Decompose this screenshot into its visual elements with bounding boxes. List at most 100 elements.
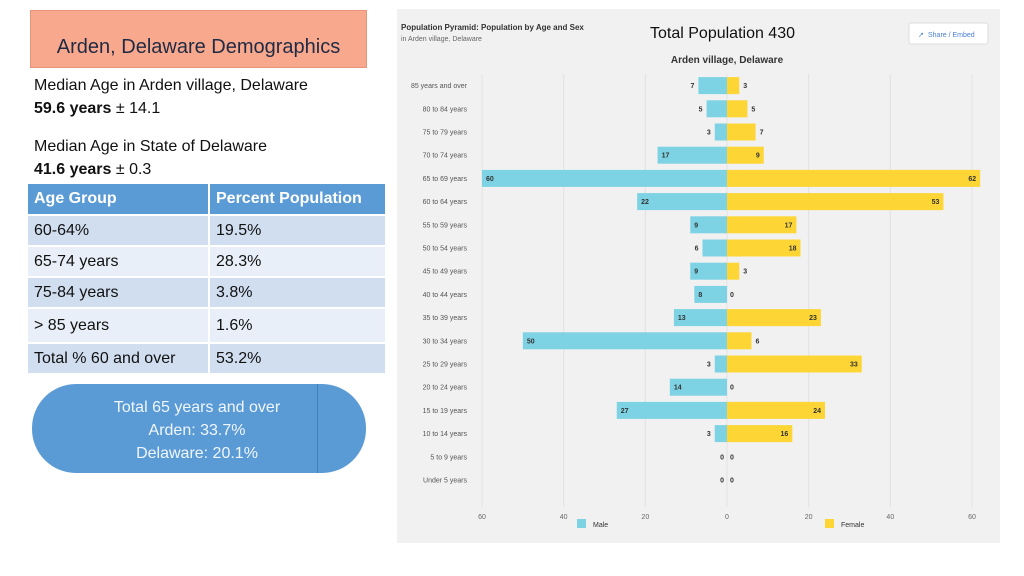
male-data-label: 22 [641,199,649,206]
y-category-label: 35 to 39 years [423,315,468,322]
female-bar [727,169,981,187]
y-category-label: 80 to 84 years [423,106,468,113]
male-data-label: 3 [707,130,711,137]
female-data-label: 0 [730,385,734,392]
female-data-label: 16 [781,431,789,438]
male-data-label: 5 [699,106,703,113]
male-data-label: 14 [674,385,682,392]
y-category-label: 45 to 49 years [423,269,468,276]
median-local-label: Median Age in Arden village, Delaware [34,77,308,94]
table-row: 65-74 years 28.3% [28,245,387,277]
male-data-label: 8 [698,292,702,299]
median-age-state: Median Age in State of Delaware 41.6 yea… [34,135,267,181]
female-data-label: 3 [743,269,747,276]
female-data-label: 9 [756,153,760,160]
female-data-label: 17 [785,222,793,229]
legend-label-male: Male [593,522,608,529]
x-tick-label: 20 [805,514,813,521]
table-row: 75-84 years 3.8% [28,276,387,308]
cell-percent: 28.3% [209,245,387,277]
y-category-label: 10 to 14 years [423,431,468,438]
female-bar [727,332,752,350]
male-data-label: 6 [695,246,699,253]
male-bar [714,123,727,141]
y-category-label: Under 5 years [423,478,467,485]
y-category-label: 55 to 59 years [423,222,468,229]
legend-swatch-female [825,519,834,528]
x-tick-label: 0 [725,514,729,521]
male-bar [702,239,727,257]
male-data-label: 0 [720,478,724,485]
female-data-label: 3 [743,83,747,90]
cell-age-group: 75-84 years [28,276,210,308]
female-data-label: 18 [789,246,797,253]
y-category-label: 50 to 54 years [423,246,468,253]
female-data-label: 24 [813,408,821,415]
male-data-label: 0 [720,454,724,461]
female-data-label: 0 [730,292,734,299]
x-tick-label: 40 [886,514,894,521]
female-bar [727,309,821,327]
male-data-label: 3 [707,362,711,369]
x-tick-label: 60 [478,514,486,521]
male-bar [706,100,727,118]
male-data-label: 60 [486,176,494,183]
male-bar [522,332,727,350]
male-bar [637,193,727,211]
chart-panel: Population Pyramid: Population by Age an… [397,9,1000,543]
x-tick-label: 40 [560,514,568,521]
female-data-label: 6 [756,338,760,345]
male-bar [669,378,727,396]
median-state-moe: ± 0.3 [115,161,152,178]
age-group-table: Age Group Percent Population 60-64% 19.5… [28,184,387,373]
population-pyramid-chart: Population Pyramid: Population by Age an… [401,22,989,529]
male-data-label: 50 [527,338,535,345]
female-data-label: 23 [809,315,817,322]
chart-title: Population Pyramid: Population by Age an… [401,23,584,32]
y-category-label: 5 to 9 years [430,454,467,461]
cell-age-group: > 85 years [28,307,210,343]
median-local-moe: ± 14.1 [115,100,161,117]
y-category-label: 60 to 64 years [423,199,468,206]
legend-label-female: Female [841,522,864,529]
female-bar [727,123,756,141]
female-data-label: 33 [850,362,858,369]
female-data-label: 0 [730,454,734,461]
summary-line-2: Arden: 33.7% [148,422,246,439]
table-row: > 85 years 1.6% [28,307,387,343]
median-local-value: 59.6 years [34,100,112,117]
female-bar [727,401,825,419]
female-bar [727,77,740,95]
female-data-label: 53 [932,199,940,206]
y-category-label: 40 to 44 years [423,292,468,299]
male-bar [714,425,727,443]
male-data-label: 27 [621,408,629,415]
cell-age-group: Total % 60 and over [28,342,210,373]
female-bar [727,425,793,443]
y-category-label: 75 to 79 years [423,130,468,137]
legend-swatch-male [577,519,586,528]
y-category-label: 20 to 24 years [423,385,468,392]
male-bar [657,146,727,164]
female-bar [727,262,740,280]
female-bar [727,239,801,257]
male-bar [690,216,727,234]
summary-line-1: Total 65 years and over [113,399,281,416]
share-embed-button[interactable]: ↗ Share / Embed [908,22,989,45]
total-population: Total Population 430 [650,25,795,42]
male-data-label: 9 [694,269,698,276]
y-category-label: 30 to 34 years [423,338,468,345]
female-bar [727,146,764,164]
female-bar [727,100,748,118]
summary-line-3: Delaware: 20.1% [136,445,258,462]
male-bar [698,77,727,95]
table-row: 60-64% 19.5% [28,214,387,246]
male-data-label: 13 [678,315,686,322]
table-row: Total % 60 and over 53.2% [28,342,387,373]
share-icon: ↗ [918,32,924,39]
male-bar [673,309,727,327]
male-bar [714,355,727,373]
median-state-label: Median Age in State of Delaware [34,138,268,155]
cell-percent: 53.2% [209,342,387,373]
median-state-value: 41.6 years [34,161,112,178]
